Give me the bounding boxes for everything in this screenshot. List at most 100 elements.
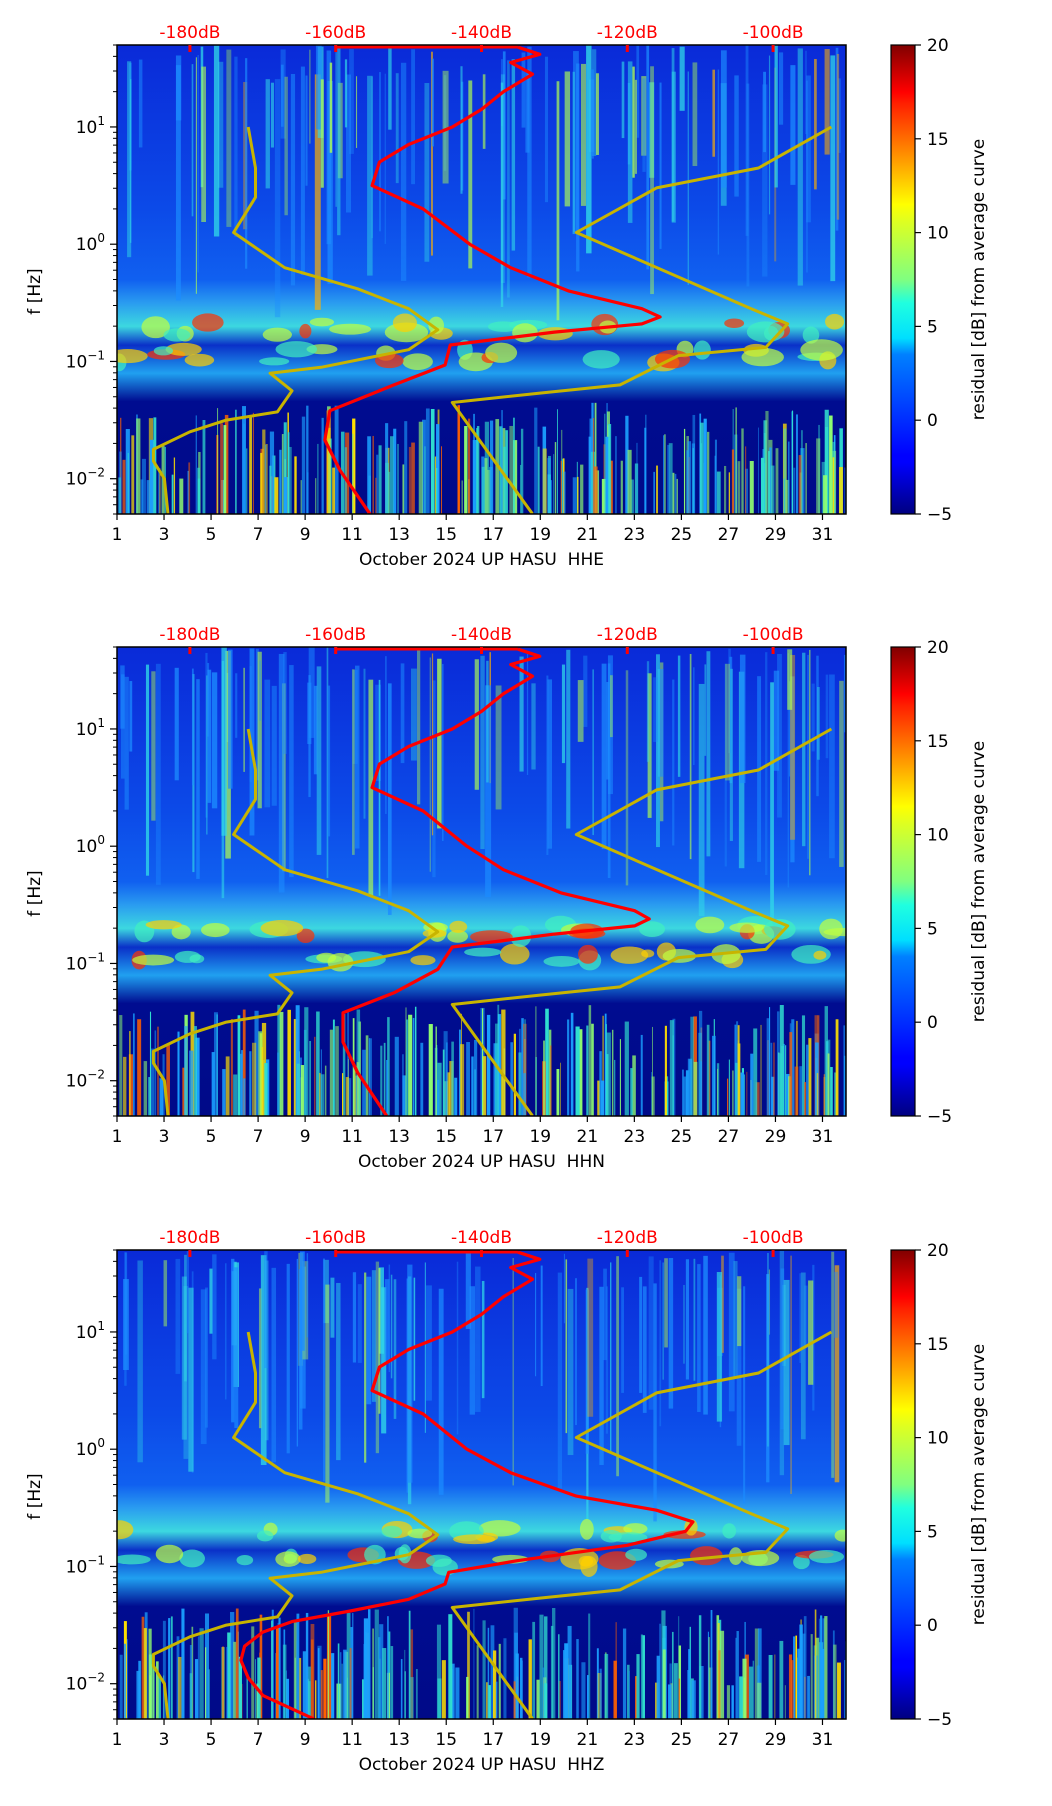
- spectral-streak: [810, 1634, 813, 1719]
- spectral-streak: [520, 428, 524, 514]
- microseism-blob: [808, 1550, 845, 1564]
- spectral-streak: [743, 1677, 746, 1719]
- spectral-streak: [699, 422, 704, 514]
- spectral-streak: [733, 1261, 738, 1378]
- spectral-streak: [307, 682, 312, 745]
- spectral-streak: [394, 1036, 399, 1116]
- spectral-streak: [314, 74, 321, 310]
- spectral-streak: [278, 653, 285, 893]
- spectral-streak: [728, 472, 731, 514]
- spectral-streak: [393, 428, 397, 514]
- db-tick-label: -100dB: [743, 625, 804, 645]
- microseism-blob: [329, 323, 372, 335]
- spectral-streak: [787, 653, 789, 888]
- microseism-blob: [722, 1523, 737, 1539]
- spectral-streak: [714, 439, 717, 514]
- spectral-streak: [721, 1255, 724, 1353]
- spectral-streak: [316, 1011, 320, 1116]
- spectral-streak: [667, 1684, 672, 1719]
- spectral-streak: [235, 409, 237, 514]
- y-tick-label: 101: [76, 114, 105, 138]
- spectral-streak: [182, 1067, 186, 1116]
- spectral-streak: [535, 1272, 537, 1377]
- spectral-streak: [305, 75, 308, 186]
- spectral-streak: [557, 409, 558, 514]
- x-tick-label: 31: [812, 1127, 834, 1147]
- spectral-streak: [703, 1255, 708, 1415]
- spectral-streak: [662, 1649, 666, 1719]
- spectral-streak: [653, 1283, 657, 1522]
- spectral-streak: [581, 1662, 586, 1719]
- spectral-streak: [456, 1261, 459, 1435]
- spectral-streak: [234, 56, 238, 238]
- x-tick-label: 3: [159, 1127, 170, 1147]
- spectral-streak: [588, 1613, 591, 1719]
- spectral-streak: [476, 426, 480, 514]
- colorbar-tick-label: −5: [927, 1107, 952, 1127]
- spectral-streak: [189, 1673, 193, 1719]
- spectral-streak: [805, 50, 807, 135]
- colorbar-tick-label: 20: [927, 1241, 949, 1261]
- spectral-streak: [258, 1288, 262, 1429]
- spectral-streak: [797, 1648, 802, 1719]
- spectral-streak: [296, 1258, 299, 1447]
- spectral-streak: [380, 1045, 383, 1116]
- spectral-streak: [543, 1683, 548, 1719]
- spectral-streak: [797, 48, 803, 286]
- spectral-streak: [326, 427, 331, 514]
- spectral-streak: [352, 1272, 357, 1363]
- spectral-streak: [816, 1073, 819, 1116]
- spectral-streak: [368, 1609, 371, 1719]
- spectral-streak: [237, 1015, 241, 1116]
- spectral-streak: [832, 457, 835, 514]
- spectral-streak: [388, 45, 392, 130]
- spectral-streak: [688, 1059, 692, 1116]
- microseism-blob: [834, 1529, 846, 1542]
- spectral-streak: [599, 1051, 602, 1116]
- spectral-streak: [497, 1014, 501, 1116]
- spectral-streak: [381, 1287, 387, 1434]
- average-psd-curve: [239, 1250, 695, 1719]
- microseism-blob: [449, 920, 468, 933]
- y-tick-label: 10−2: [66, 466, 105, 490]
- spectral-streak: [829, 674, 835, 859]
- spectral-streak: [811, 683, 815, 752]
- spectral-streak: [686, 450, 689, 514]
- spectral-streak: [544, 56, 549, 203]
- spectral-streak: [293, 1622, 298, 1719]
- spectral-streak: [430, 408, 435, 514]
- spectral-streak: [467, 418, 471, 514]
- colorbar-tick-label: 20: [927, 638, 949, 658]
- spectral-streak: [371, 76, 373, 239]
- spectral-streak: [486, 1014, 491, 1116]
- spectral-streak: [447, 1072, 451, 1116]
- microseism-blob: [764, 918, 796, 940]
- x-tick-label: 27: [718, 525, 740, 545]
- spectral-streak: [524, 1019, 526, 1116]
- spectral-streak: [565, 1259, 568, 1434]
- spectral-streak: [561, 664, 566, 764]
- spectral-streak: [227, 1632, 232, 1719]
- spectral-streak: [774, 45, 778, 188]
- spectral-streak: [374, 1609, 379, 1719]
- colorbar-tick-label: −5: [927, 1710, 952, 1730]
- spectral-streak: [386, 1059, 388, 1116]
- spectral-streak: [459, 1044, 465, 1116]
- spectral-streak: [213, 45, 220, 237]
- spectral-streak: [138, 59, 143, 148]
- microseism-blob: [608, 1532, 648, 1543]
- spectral-streak: [482, 1620, 486, 1719]
- spectral-streak: [151, 671, 156, 821]
- spectral-streak: [591, 1023, 594, 1116]
- spectral-streak: [790, 1255, 792, 1494]
- spectral-streak: [707, 1631, 709, 1719]
- spectral-streak: [265, 79, 270, 189]
- spectral-streak: [785, 1045, 787, 1116]
- spectral-streak: [691, 1680, 696, 1719]
- spectral-streak: [642, 1635, 645, 1719]
- spectral-streak: [484, 458, 488, 514]
- y-tick-label: 101: [76, 1319, 105, 1343]
- spectral-streak: [630, 1068, 633, 1116]
- spectral-streak: [547, 458, 551, 514]
